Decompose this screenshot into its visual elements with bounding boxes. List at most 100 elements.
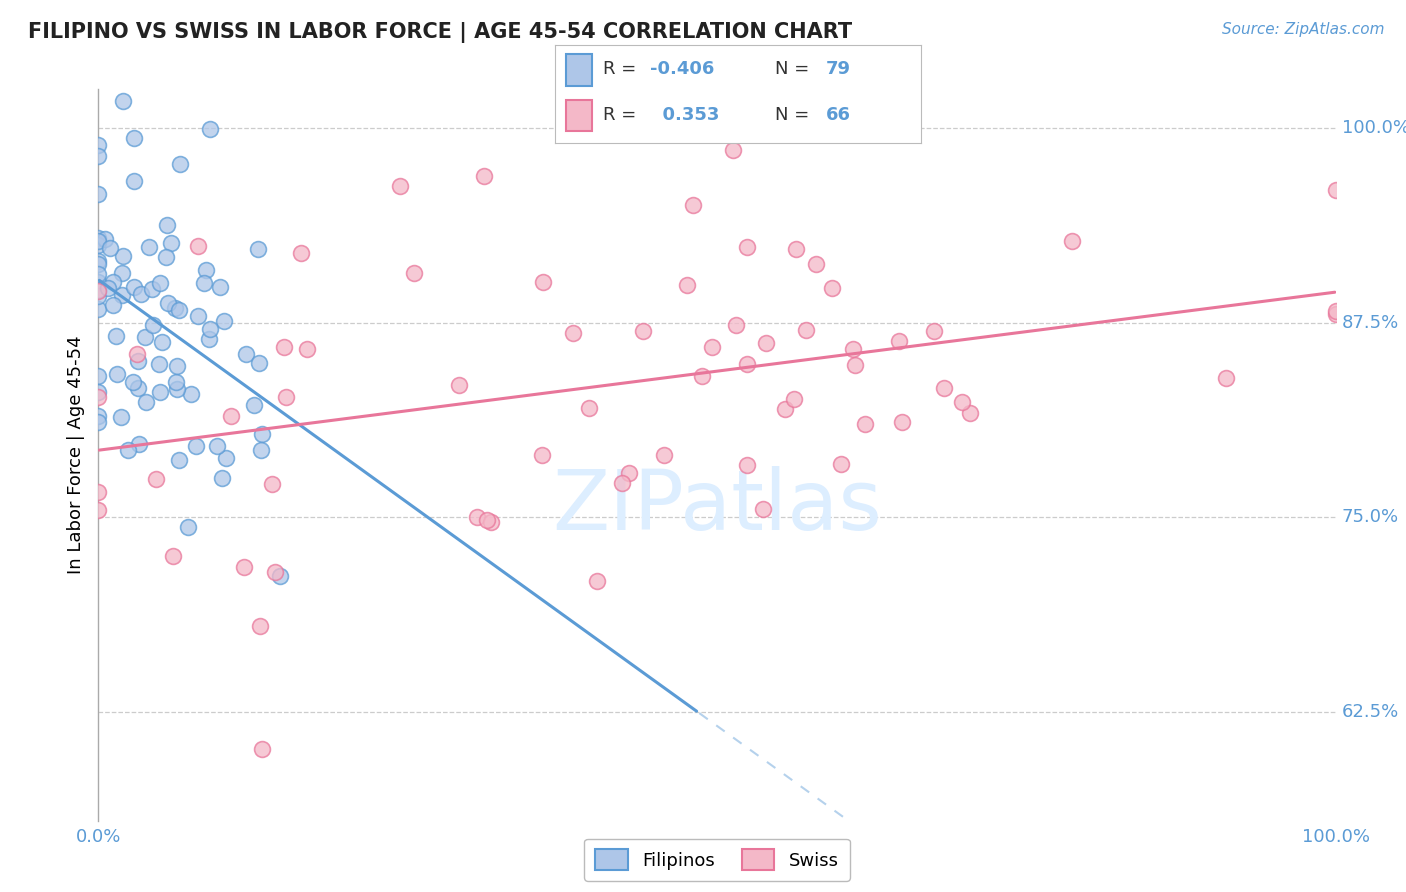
Point — [578, 401, 600, 416]
Point — [149, 276, 172, 290]
Point — [249, 618, 271, 632]
Point — [184, 439, 207, 453]
Point — [165, 376, 187, 390]
Legend: Filipinos, Swiss: Filipinos, Swiss — [585, 838, 849, 881]
Point — [235, 347, 257, 361]
Point — [122, 280, 145, 294]
Point — [198, 322, 221, 336]
Point — [232, 560, 254, 574]
Point — [135, 395, 157, 409]
Point — [134, 330, 156, 344]
Point — [110, 409, 132, 424]
Point — [117, 443, 139, 458]
Point — [148, 357, 170, 371]
Point — [1324, 307, 1347, 321]
Point — [252, 742, 274, 756]
Point — [87, 485, 110, 500]
Point — [531, 276, 554, 290]
Point — [87, 238, 110, 252]
Point — [610, 476, 633, 491]
Point — [166, 359, 188, 373]
Text: 87.5%: 87.5% — [1341, 314, 1399, 332]
Point — [155, 250, 177, 264]
Point — [128, 437, 150, 451]
Point — [887, 334, 910, 348]
Point — [87, 415, 110, 429]
Point — [87, 289, 110, 303]
Point — [111, 287, 134, 301]
Point — [214, 314, 236, 328]
Point — [180, 387, 202, 401]
Point — [724, 318, 747, 332]
Point — [166, 382, 188, 396]
Point — [932, 381, 955, 395]
Point — [127, 354, 149, 368]
Point — [195, 262, 218, 277]
Point — [198, 332, 221, 346]
Point — [794, 323, 817, 337]
Point — [297, 343, 319, 357]
Point — [260, 477, 283, 491]
Point — [785, 242, 807, 256]
Point — [617, 466, 640, 480]
Point — [752, 502, 775, 516]
FancyBboxPatch shape — [567, 54, 592, 86]
Point — [269, 569, 291, 583]
Point — [101, 298, 124, 312]
Text: -0.406: -0.406 — [651, 60, 714, 78]
Point — [127, 381, 149, 395]
Point — [103, 275, 125, 289]
Point — [735, 239, 758, 253]
Point — [87, 254, 110, 268]
Point — [922, 324, 945, 338]
Text: 79: 79 — [825, 60, 851, 78]
Point — [141, 282, 163, 296]
Point — [842, 342, 865, 356]
Point — [87, 369, 110, 384]
Point — [274, 390, 297, 404]
Point — [243, 397, 266, 411]
Point — [264, 566, 287, 580]
Point — [844, 358, 866, 372]
Point — [246, 242, 269, 256]
Point — [87, 257, 110, 271]
Point — [162, 549, 184, 563]
Text: 75.0%: 75.0% — [1341, 508, 1399, 526]
Point — [87, 149, 110, 163]
Text: N =: N = — [775, 60, 814, 78]
Point — [1324, 304, 1347, 318]
Text: 62.5%: 62.5% — [1341, 703, 1399, 721]
Point — [290, 246, 312, 260]
Point — [122, 376, 145, 390]
Point — [87, 390, 110, 404]
Point — [631, 325, 654, 339]
Point — [187, 310, 209, 324]
Point — [157, 296, 180, 310]
Point — [87, 267, 110, 281]
Point — [891, 415, 914, 429]
Text: FILIPINO VS SWISS IN LABOR FORCE | AGE 45-54 CORRELATION CHART: FILIPINO VS SWISS IN LABOR FORCE | AGE 4… — [28, 22, 852, 44]
Point — [87, 231, 110, 245]
Point — [950, 395, 973, 409]
Point — [530, 448, 553, 462]
Point — [111, 249, 134, 263]
Point — [122, 131, 145, 145]
Text: 100.0%: 100.0% — [1341, 120, 1406, 137]
Point — [562, 326, 585, 340]
Point — [249, 442, 271, 457]
Point — [111, 266, 134, 280]
Point — [735, 458, 758, 472]
Point — [735, 357, 758, 371]
Point — [187, 239, 209, 253]
Point — [104, 328, 127, 343]
Point — [159, 235, 181, 250]
Text: N =: N = — [775, 106, 814, 124]
Point — [149, 385, 172, 400]
Point — [87, 283, 110, 297]
Point — [1215, 371, 1237, 385]
Point — [690, 369, 713, 384]
Point — [131, 287, 153, 301]
Point — [87, 503, 110, 517]
Point — [959, 406, 981, 420]
Point — [700, 340, 723, 354]
